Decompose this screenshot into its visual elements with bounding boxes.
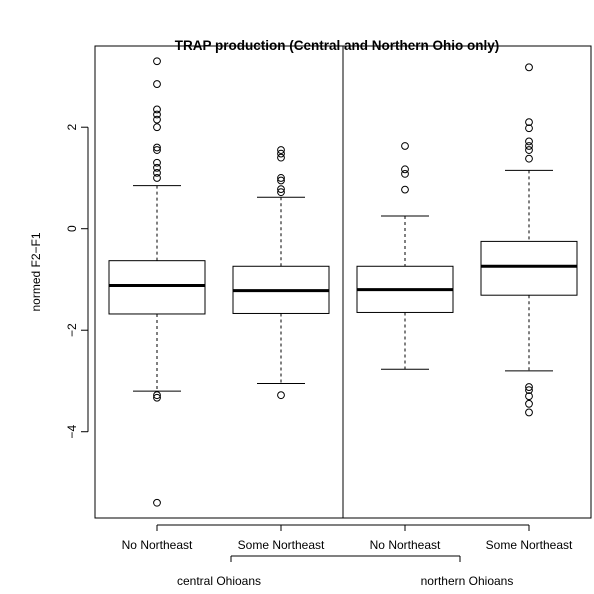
x-category-label: Some Northeast: [238, 538, 325, 552]
plot-area: 2 0 −2 −4 No Northeast Some Northeast No North…: [65, 45, 592, 588]
outlier-point: [153, 57, 161, 66]
y-axis-title: normed F2−F1: [29, 232, 43, 311]
outlier-point: [401, 185, 409, 194]
outlier-point: [525, 399, 533, 408]
outlier-point: [525, 386, 533, 395]
outlier-point: [277, 391, 285, 400]
y-tick-label: 0: [65, 225, 79, 232]
x-category-label: No Northeast: [370, 538, 441, 552]
outlier-point: [277, 176, 285, 185]
iqr-box: [108, 260, 206, 315]
outlier-point: [153, 123, 161, 132]
outlier-point: [525, 154, 533, 163]
outlier-point: [277, 185, 285, 194]
outlier-point: [525, 392, 533, 401]
group-label: central Ohioans: [177, 574, 261, 588]
outlier-point: [153, 158, 161, 167]
outlier-point: [277, 149, 285, 158]
outlier-point: [153, 110, 161, 119]
outlier-point: [525, 137, 533, 146]
outlier-point: [401, 169, 409, 178]
outlier-point: [153, 163, 161, 172]
group-label: northern Ohioans: [421, 574, 514, 588]
y-tick-label: −4: [65, 425, 79, 439]
outlier-point: [401, 165, 409, 174]
outlier-point: [525, 118, 533, 127]
outlier-point: [525, 124, 533, 133]
outlier-point: [153, 174, 161, 182]
outlier-point: [153, 168, 161, 177]
outlier-point: [153, 391, 161, 400]
iqr-box: [480, 240, 578, 296]
y-tick-label: 2: [65, 124, 79, 131]
y-tick-label: −2: [65, 323, 79, 337]
outlier-point: [525, 383, 533, 391]
outlier-point: [277, 146, 285, 154]
outlier-point: [277, 174, 285, 182]
outlier-point: [525, 408, 533, 417]
outlier-point: [153, 115, 161, 124]
outlier-point: [277, 188, 285, 197]
outlier-point: [153, 105, 161, 114]
outlier-point: [153, 498, 161, 507]
outlier-point: [153, 143, 161, 152]
outlier-point: [277, 153, 285, 162]
outlier-point: [525, 146, 533, 154]
outlier-point: [401, 142, 409, 150]
outlier-point: [153, 80, 161, 88]
outlier-point: [153, 393, 161, 402]
outlier-point: [525, 142, 533, 150]
x-category-label: No Northeast: [122, 538, 193, 552]
outlier-point: [525, 63, 533, 72]
x-category-label: Some Northeast: [486, 538, 573, 552]
outlier-point: [153, 146, 161, 154]
